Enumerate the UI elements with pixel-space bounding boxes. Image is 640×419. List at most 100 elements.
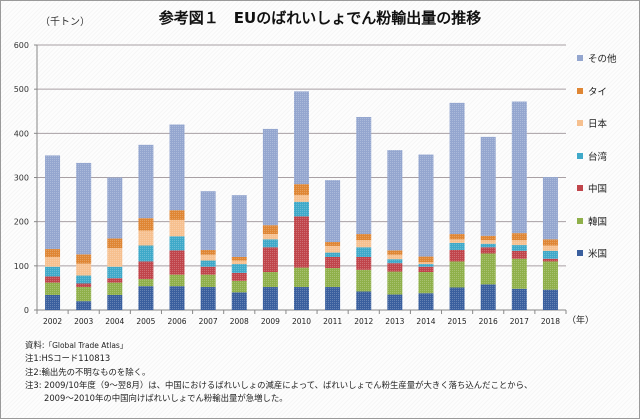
legend-item: 韓国 <box>577 205 639 238</box>
y-tick-label: 400 <box>14 129 29 138</box>
legend-item: その他 <box>577 42 639 75</box>
legend-label: 中国 <box>588 184 608 196</box>
bar-segment <box>231 260 247 265</box>
x-tick-label: 2004 <box>105 317 124 326</box>
legend-item: 中国 <box>577 172 639 205</box>
bar-segment <box>138 245 154 262</box>
bar-segment <box>387 263 403 272</box>
bar-segment <box>45 257 61 267</box>
notes: 資料:「Global Trade Atlas」 注1:HSコード110813 注… <box>25 339 532 405</box>
bar-segment <box>231 264 247 273</box>
bar-segment <box>45 276 61 283</box>
bar-segment <box>76 275 92 284</box>
y-axis-unit-label: （千トン） <box>40 17 90 28</box>
bar-segment <box>325 245 341 253</box>
legend-label: タイ <box>588 86 608 98</box>
bar-segment <box>387 254 403 260</box>
bar-segment <box>542 289 558 310</box>
bar-segment <box>511 101 527 234</box>
x-tick-label: 2007 <box>199 317 218 326</box>
bar-segment <box>45 266 61 277</box>
bar-segment <box>169 210 185 220</box>
x-axis-unit-label: （年） <box>567 316 595 326</box>
note-3-line-2: 2009～2010年の中国向けばれいしょでん粉輸出量が急増した。 <box>44 393 288 404</box>
x-tick-label: 2010 <box>292 317 311 326</box>
bar-segment <box>76 263 92 276</box>
legend-swatch <box>577 87 583 94</box>
x-tick-label: 2013 <box>385 317 404 326</box>
legend-swatch <box>577 250 583 257</box>
bar-segment <box>418 262 434 265</box>
bar-segment <box>76 301 92 310</box>
bar-segment <box>325 241 341 246</box>
bar-segment <box>418 154 434 257</box>
bar-segment <box>356 234 372 241</box>
bar-segment <box>325 257 341 269</box>
y-tick-label: 300 <box>14 174 29 183</box>
bar-stack-2005 <box>138 144 154 310</box>
source-name: 「Global Trade Atlas」 <box>44 341 128 350</box>
bar-segment <box>418 266 434 273</box>
bar-segment <box>480 136 496 236</box>
bar-segment <box>262 234 278 240</box>
y-tick-label: 0 <box>24 306 29 315</box>
bar-segment <box>138 279 154 287</box>
bar-segment <box>45 249 61 257</box>
x-tick-label: 2012 <box>354 317 373 326</box>
bar-segment <box>325 287 341 310</box>
bar-segment <box>231 195 247 257</box>
bar-segment <box>169 219 185 237</box>
bar-segment <box>449 249 465 262</box>
y-tick-label: 100 <box>14 262 29 271</box>
y-tick-label: 200 <box>14 218 29 227</box>
note-3-line-1: 注3: 2009/10年度（9～翌8月）は、中国におけるばれいしょの減産によって… <box>25 379 533 390</box>
bar-segment <box>511 250 527 259</box>
x-tick-label: 2003 <box>74 317 93 326</box>
bar-segment <box>325 268 341 288</box>
bar-segment <box>542 258 558 262</box>
legend-item: 米国 <box>577 237 639 270</box>
legend-label: 韓国 <box>588 216 608 228</box>
bar-segment <box>387 250 403 255</box>
bar-segment <box>356 269 372 292</box>
bar-segment <box>262 272 278 288</box>
bar-segment <box>294 201 309 217</box>
x-tick-label: 2008 <box>230 317 249 326</box>
bar-segment <box>45 155 61 250</box>
x-tick-label: 2005 <box>136 317 155 326</box>
bar-segment <box>200 287 216 310</box>
bar-segment <box>542 177 558 240</box>
bar-segment <box>76 254 92 264</box>
bar-segment <box>356 257 372 270</box>
bar-segment <box>480 247 496 254</box>
bar-segment <box>418 293 434 310</box>
bar-segment <box>138 230 154 246</box>
bar-segment <box>76 162 92 255</box>
bar-segment <box>200 266 216 275</box>
bar-stack-2010 <box>294 91 309 310</box>
source-prefix: 資料: <box>25 340 45 350</box>
bar-stack-2002 <box>45 155 61 310</box>
bar-segment <box>200 260 216 267</box>
legend-swatch <box>577 152 583 159</box>
bar-segment <box>231 257 247 261</box>
bar-segment <box>387 271 403 295</box>
bar-segment <box>387 150 403 251</box>
bar-segment <box>45 282 61 295</box>
legend-label: その他 <box>588 54 617 66</box>
bar-stack-2006 <box>169 124 185 310</box>
bar-segment <box>200 249 216 255</box>
x-tick-label: 2009 <box>261 317 280 326</box>
bar-segment <box>107 238 123 249</box>
bar-segment <box>511 240 527 246</box>
bar-segment <box>107 248 123 267</box>
bar-segment <box>169 236 185 251</box>
source-note: 資料:「Global Trade Atlas」 <box>25 339 532 352</box>
bar-segment <box>418 264 434 267</box>
bar-segment <box>418 256 434 263</box>
x-tick-label: 2017 <box>510 317 529 326</box>
bar-stack-2017 <box>511 101 527 310</box>
bar-segment <box>449 239 465 243</box>
bar-segment <box>169 286 185 310</box>
